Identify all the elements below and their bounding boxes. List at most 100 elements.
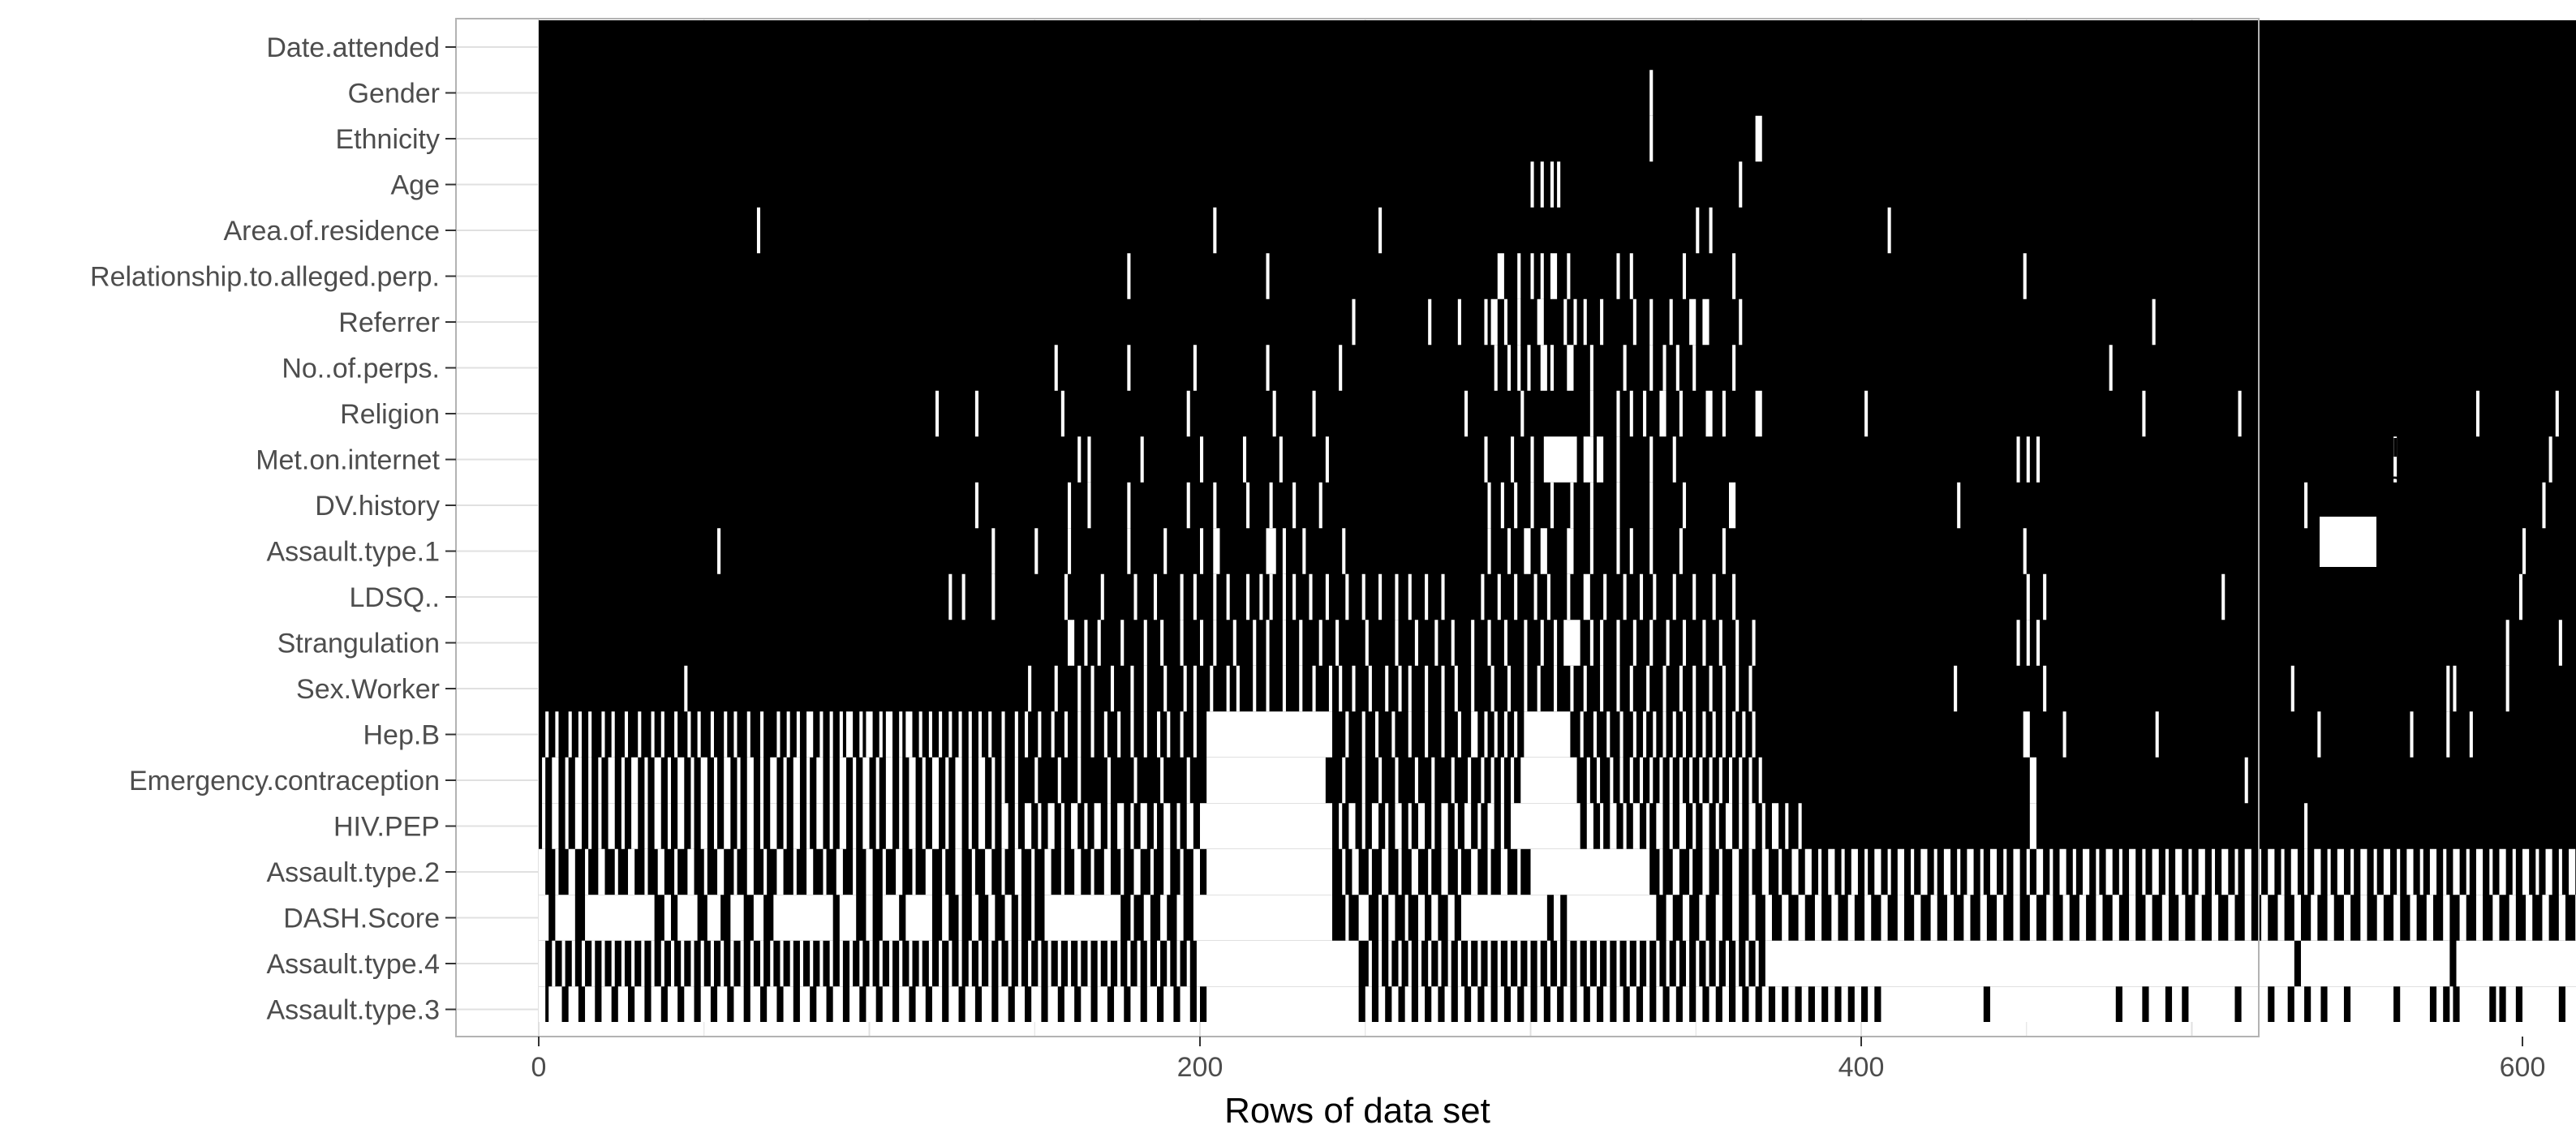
missing-segment [2017,436,2020,483]
missing-segment [1266,345,1270,391]
missing-segment [552,803,558,849]
missing-segment [876,758,879,804]
missing-segment [1385,803,1388,849]
missing-segment [1319,620,1322,666]
missing-segment [1504,620,1507,666]
missing-segment [1015,711,1018,758]
missing-segment [1868,986,1874,1022]
missing-segment [1630,253,1633,299]
missing-segment [1676,941,1679,987]
missing-segment [1498,986,1504,1022]
missing-segment [1765,895,1772,941]
missing-segment [1246,574,1249,620]
missing-segment [1705,391,1712,437]
missing-segment [1464,803,1471,849]
missing-segment [1524,711,1570,758]
missing-segment [988,711,991,758]
missing-segment [1653,574,1656,620]
missing-segment [1722,666,1726,712]
x-axis-title: Rows of data set [1224,1091,1490,1131]
missing-segment [1590,391,1593,437]
missing-segment [1243,436,1246,483]
missing-segment [1735,986,1742,1022]
missing-segment [1785,803,1788,849]
missing-segment [1531,253,1534,299]
missing-segment [720,941,724,987]
missing-segment [2079,895,2086,941]
missing-segment [1313,391,1316,437]
missing-segment [2546,849,2552,895]
missing-segment [830,711,833,758]
missing-segment [1292,574,1296,620]
missing-segment [948,941,952,987]
missing-segment [1756,941,1759,987]
missing-segment [638,711,641,758]
missing-segment [1071,803,1077,849]
missing-segment [562,941,566,987]
missing-segment [1064,574,1068,620]
missing-segment [1759,758,1762,804]
missing-segment [2565,986,2576,1022]
missing-segment [945,758,948,804]
missing-segment [1679,666,1683,712]
missing-segment [1713,711,1716,758]
missing-segment [1213,208,1216,254]
missing-segment [909,803,915,849]
missing-segment [763,849,767,895]
missing-segment [625,711,628,758]
missing-segment [784,758,787,804]
missing-segment [1345,711,1348,758]
missing-segment [1176,803,1180,849]
missing-segment [1914,895,1920,941]
missing-segment [1098,620,1101,666]
y-tick-label: Emergency.contraception [129,766,440,796]
missing-segment [1577,941,1580,987]
missing-segment [612,711,615,758]
missing-segment [1514,574,1517,620]
missing-segment [2149,986,2165,1022]
missing-segment [1431,986,1438,1022]
missing-segment [1567,941,1570,987]
missing-segment [1756,116,1762,162]
missing-segment [631,941,634,987]
missing-segment [945,803,948,849]
missing-segment [754,895,763,941]
missing-segment [1031,986,1041,1022]
missing-segment [1498,574,1501,620]
missing-segment [668,803,671,849]
missing-segment [1584,574,1590,620]
missing-segment [1077,941,1081,987]
missing-segment [1077,758,1081,804]
missing-segment [1441,574,1444,620]
missing-segment [1722,986,1729,1022]
missing-segment [1213,483,1216,529]
missing-segment [1696,941,1699,987]
missing-segment [1471,986,1477,1022]
missing-segment [806,711,813,758]
missing-segment [621,941,625,987]
missing-segment [598,758,601,804]
y-tick-label: Assault.type.2 [266,857,440,888]
missing-segment [1788,986,1795,1022]
missing-segment [1716,803,1719,849]
missing-segment [1659,758,1662,804]
missing-segment [2165,849,2169,895]
missing-segment [1726,941,1729,987]
missing-segment [1640,574,1643,620]
missing-segment [1603,986,1610,1022]
missing-segment [1683,895,1689,941]
missing-segment [770,803,776,849]
missing-segment [1980,849,1984,895]
missing-segment [1782,895,1788,941]
missing-segment [1134,758,1137,804]
missing-segment [1692,711,1696,758]
missing-segment [853,849,856,895]
missing-segment [776,849,783,895]
missing-segment [2291,849,2298,895]
missing-segment [797,711,800,758]
missing-segment [816,803,823,849]
missing-segment [1590,620,1593,666]
missing-segment [991,574,995,620]
missing-segment [2344,895,2350,941]
missing-segment [2489,849,2492,895]
